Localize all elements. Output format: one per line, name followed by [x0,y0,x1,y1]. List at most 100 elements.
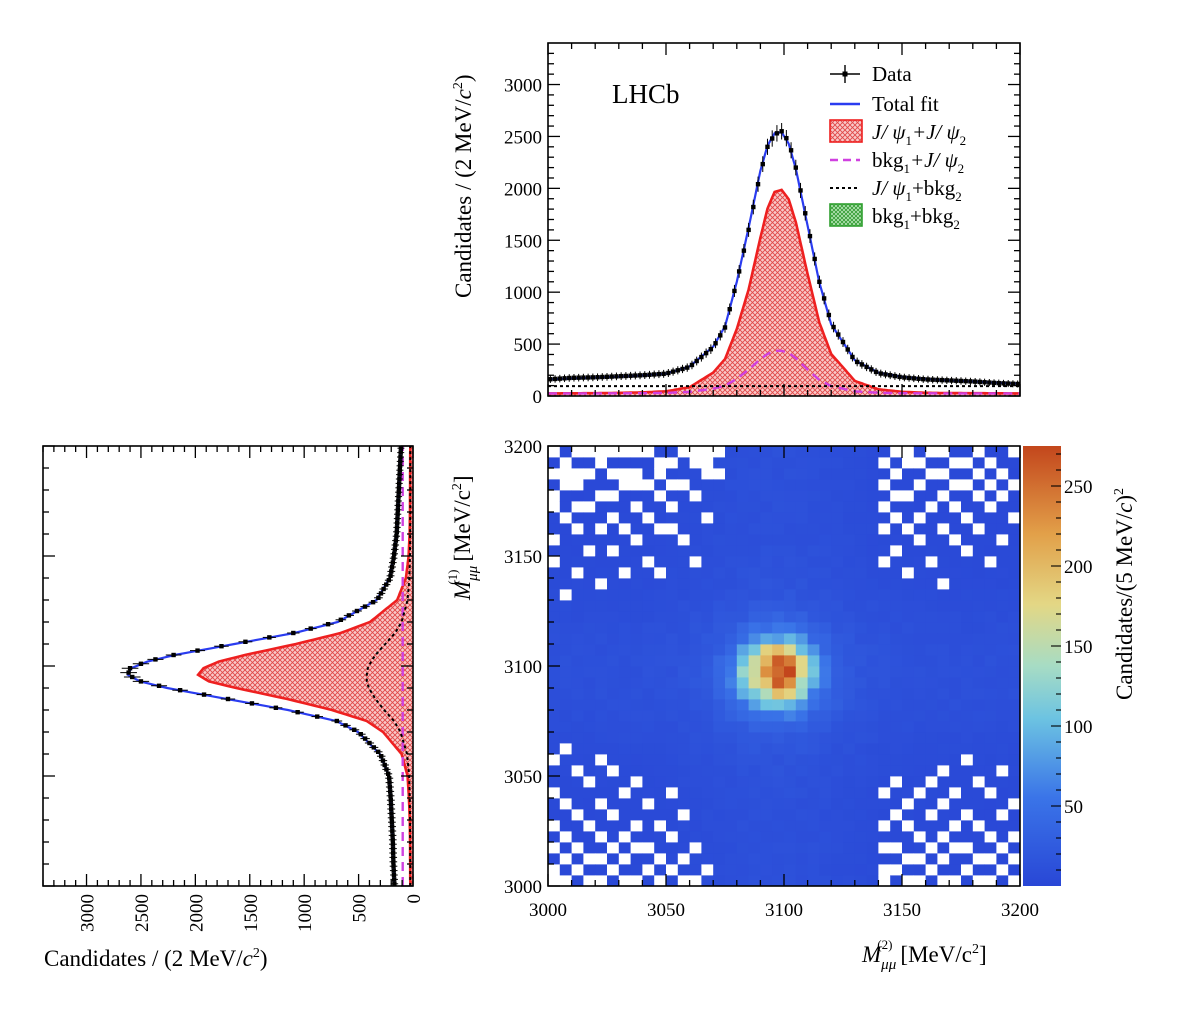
heatmap-bin [666,622,679,634]
heatmap-bin [736,842,749,854]
heatmap-bin [666,468,679,480]
heatmap-bin [984,633,997,645]
heatmap-bin [925,479,938,491]
heatmap-bin [878,765,891,777]
heatmap-bin [772,666,785,678]
heatmap-bin [736,787,749,799]
heatmap-bin [559,622,572,634]
left-data-point [378,591,384,596]
heatmap-bin [607,457,620,469]
heatmap-empty-bin [618,468,631,480]
heatmap-bin [843,754,856,766]
heatmap-empty-bin [878,501,891,513]
heatmap-bin [583,677,596,689]
heatmap-bin [902,578,915,590]
heatmap-bin [642,523,655,535]
heatmap-bin [866,754,879,766]
heatmap-bin [878,567,891,579]
heatmap-bin [984,798,997,810]
heatmap-empty-bin [595,578,608,590]
heatmap-empty-bin [713,446,726,458]
heatmap-bin [1008,820,1021,832]
heatmap-bin [642,611,655,623]
heatmap-bin [795,457,808,469]
heatmap-empty-bin [689,457,702,469]
heatmap-bin [772,567,785,579]
left-data-point [390,842,396,847]
heatmap-bin [571,699,584,711]
heatmap-bin [772,853,785,865]
heatmap-bin [878,446,891,458]
heatmap-bin [583,589,596,601]
heatmap-bin [748,611,761,623]
left-data-point [382,762,387,768]
heatmap-bin [630,677,643,689]
heatmap-bin [831,721,844,733]
heatmap-bin [807,875,820,887]
heatmap-empty-bin [618,479,631,491]
heatmap-bin [949,468,962,480]
heatmap-bin [736,468,749,480]
heatmap-bin [607,666,620,678]
colorbar-tick-label: 50 [1064,797,1083,818]
heatmap-bin [937,479,950,491]
heatmap-bin [607,721,620,733]
heatmap-bin [548,666,561,678]
heatmap-empty-bin [996,468,1009,480]
heatmap-bin [819,589,832,601]
heatmap-empty-bin [583,776,596,788]
top-data-point [576,375,581,380]
heatmap-bin [677,589,690,601]
heatmap-bin [559,710,572,722]
top-data-point [996,380,1001,386]
top-data-point [666,370,671,376]
heatmap-bin [854,633,867,645]
heatmap-empty-bin [559,853,572,865]
heatmap-empty-bin [642,512,655,524]
heatmap-bin [961,490,974,502]
heatmap-bin [784,699,797,711]
heatmap-bin [949,765,962,777]
heatmap-empty-bin [913,512,926,524]
heatmap-bin [784,479,797,491]
heatmap-bin [961,875,974,887]
heatmap-bin [925,633,938,645]
heatmap-bin [713,644,726,656]
heatmap-bin [913,666,926,678]
heatmap-bin [701,545,714,557]
top-data-point [1015,381,1020,387]
heatmap-bin [595,611,608,623]
heatmap-empty-bin [595,875,608,887]
heatmap-bin [748,809,761,821]
heatmap-bin [996,556,1009,568]
heatmap-bin [996,545,1009,557]
heatmap-bin [595,468,608,480]
heatmap-bin [961,820,974,832]
heatmap-bin [996,501,1009,513]
heatmap-bin [595,633,608,645]
heatmap-bin [843,600,856,612]
heatmap-bin [949,655,962,667]
heatmap-bin [819,754,832,766]
heatmap-bin [748,534,761,546]
heatmap-bin [666,853,679,865]
heatmap-bin [984,446,997,458]
heatmap-bin [831,809,844,821]
heatmap-bin [913,622,926,634]
heatmap-bin [772,787,785,799]
left-data-point [138,661,144,666]
heatmap-bin [607,622,620,634]
heatmap-bin [725,776,738,788]
heatmap-bin [784,688,797,700]
heatmap-bin [559,809,572,821]
heatmap-empty-bin [618,523,631,535]
heatmap-bin [618,633,631,645]
heatmap-bin [760,732,773,744]
heatmap-bin [819,875,832,887]
heatmap-bin [677,732,690,744]
heatmap-bin [925,655,938,667]
heatmap-bin [772,809,785,821]
heatmap-empty-bin [961,842,974,854]
heatmap-bin [607,600,620,612]
heatmap-bin [984,490,997,502]
